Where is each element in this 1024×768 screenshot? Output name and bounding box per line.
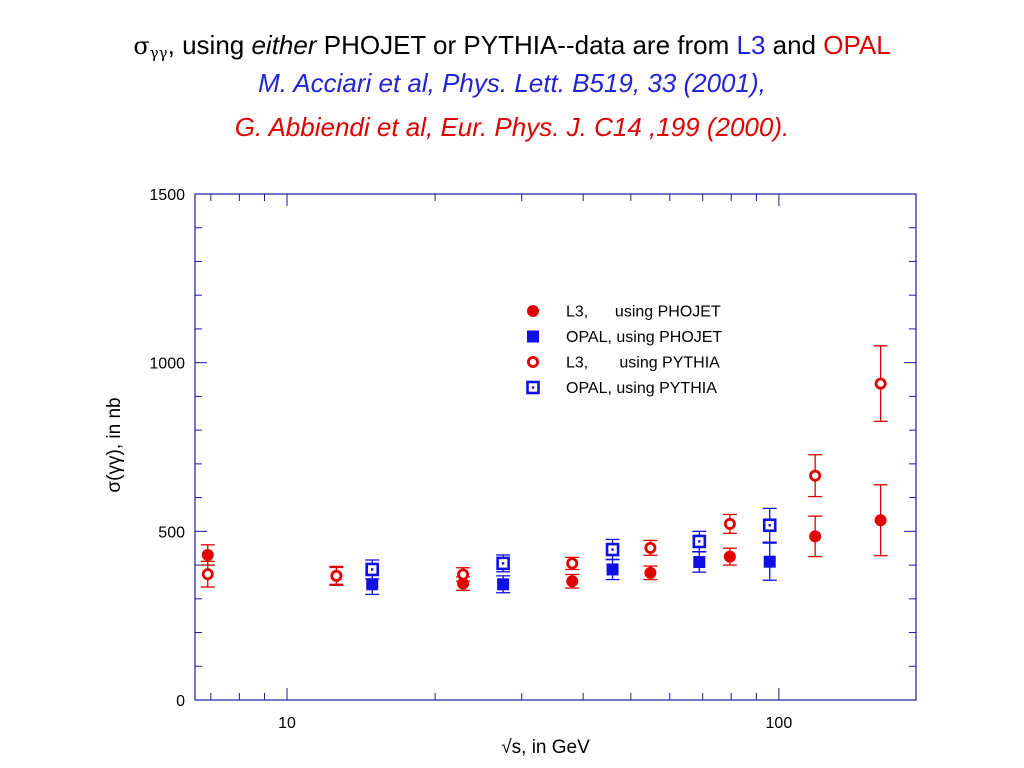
marker-center <box>698 540 701 543</box>
legend-marker <box>526 380 540 395</box>
marker-center <box>501 562 505 565</box>
data-point <box>330 569 343 582</box>
y-tick-label: 1000 <box>149 356 185 373</box>
title-line-3-opal-reference: G. Abbiendi et al, Eur. Phys. J. C14 ,19… <box>234 112 790 142</box>
data-point <box>644 541 657 554</box>
title-text-either: either <box>251 30 317 60</box>
title-text-opal: OPAL <box>823 30 891 60</box>
data-point <box>809 530 822 543</box>
gamma-gamma-subscript: γγ <box>149 44 168 62</box>
data-point <box>457 568 470 581</box>
title-line-2-l3-reference: M. Acciari et al, Phys. Lett. B519, 33 (… <box>258 68 766 98</box>
y-tick-label: 1500 <box>149 187 185 204</box>
x-tick-label: 100 <box>766 715 793 732</box>
x-tick-label: 10 <box>278 715 296 732</box>
legend-label: OPAL, using PYTHIA <box>566 380 717 397</box>
data-point <box>366 578 379 591</box>
data-point <box>201 568 214 581</box>
title-text-generators: PHOJET or PYTHIA--data are from <box>316 30 737 60</box>
series-markers-0 <box>201 514 887 590</box>
data-point <box>874 514 887 527</box>
data-point <box>692 534 707 549</box>
data-point <box>809 469 822 482</box>
marker-center <box>611 548 614 551</box>
series-markers-2 <box>201 377 887 582</box>
series-0 <box>200 484 888 592</box>
data-point <box>874 377 887 390</box>
data-point <box>723 517 736 530</box>
legend-label: OPAL, using PHOJET <box>566 329 722 346</box>
series-2 <box>200 345 888 588</box>
marker-center <box>371 568 374 571</box>
data-point <box>644 566 657 579</box>
series-markers-1 <box>366 555 776 591</box>
legend-marker <box>527 305 539 317</box>
y-tick-label: 0 <box>176 693 185 710</box>
data-point <box>566 557 579 570</box>
legend-marker <box>527 355 540 368</box>
marker-center <box>768 524 771 527</box>
data-point <box>566 575 579 588</box>
plot-frame <box>194 193 917 701</box>
data-point <box>762 518 777 533</box>
data-point <box>606 563 619 576</box>
data-point <box>201 548 214 561</box>
data-point <box>365 562 380 577</box>
data-point <box>496 556 510 571</box>
data-point <box>497 578 510 591</box>
data-point <box>457 577 470 590</box>
series-markers-3 <box>365 518 777 577</box>
legend-marker <box>527 330 539 343</box>
title-text-using: , using <box>167 30 252 60</box>
data-point <box>763 555 776 568</box>
data-point <box>605 542 620 557</box>
x-axis-title: √s, in GeV <box>501 737 590 758</box>
y-axis-title: σ(γγ), in nb <box>104 397 125 492</box>
data-point <box>723 550 736 563</box>
data-point <box>693 556 706 569</box>
legend-label: L3, using PYTHIA <box>566 355 720 372</box>
title-line-1: σγγ, using either PHOJET or PYTHIA--data… <box>0 30 1024 62</box>
sigma-symbol: σ <box>133 32 150 60</box>
title-text-l3: L3 <box>736 30 766 60</box>
legend-label: L3, using PHOJET <box>566 304 721 321</box>
y-tick-label: 500 <box>158 524 185 541</box>
marker-center <box>531 386 535 389</box>
title-text-and: and <box>765 30 824 60</box>
